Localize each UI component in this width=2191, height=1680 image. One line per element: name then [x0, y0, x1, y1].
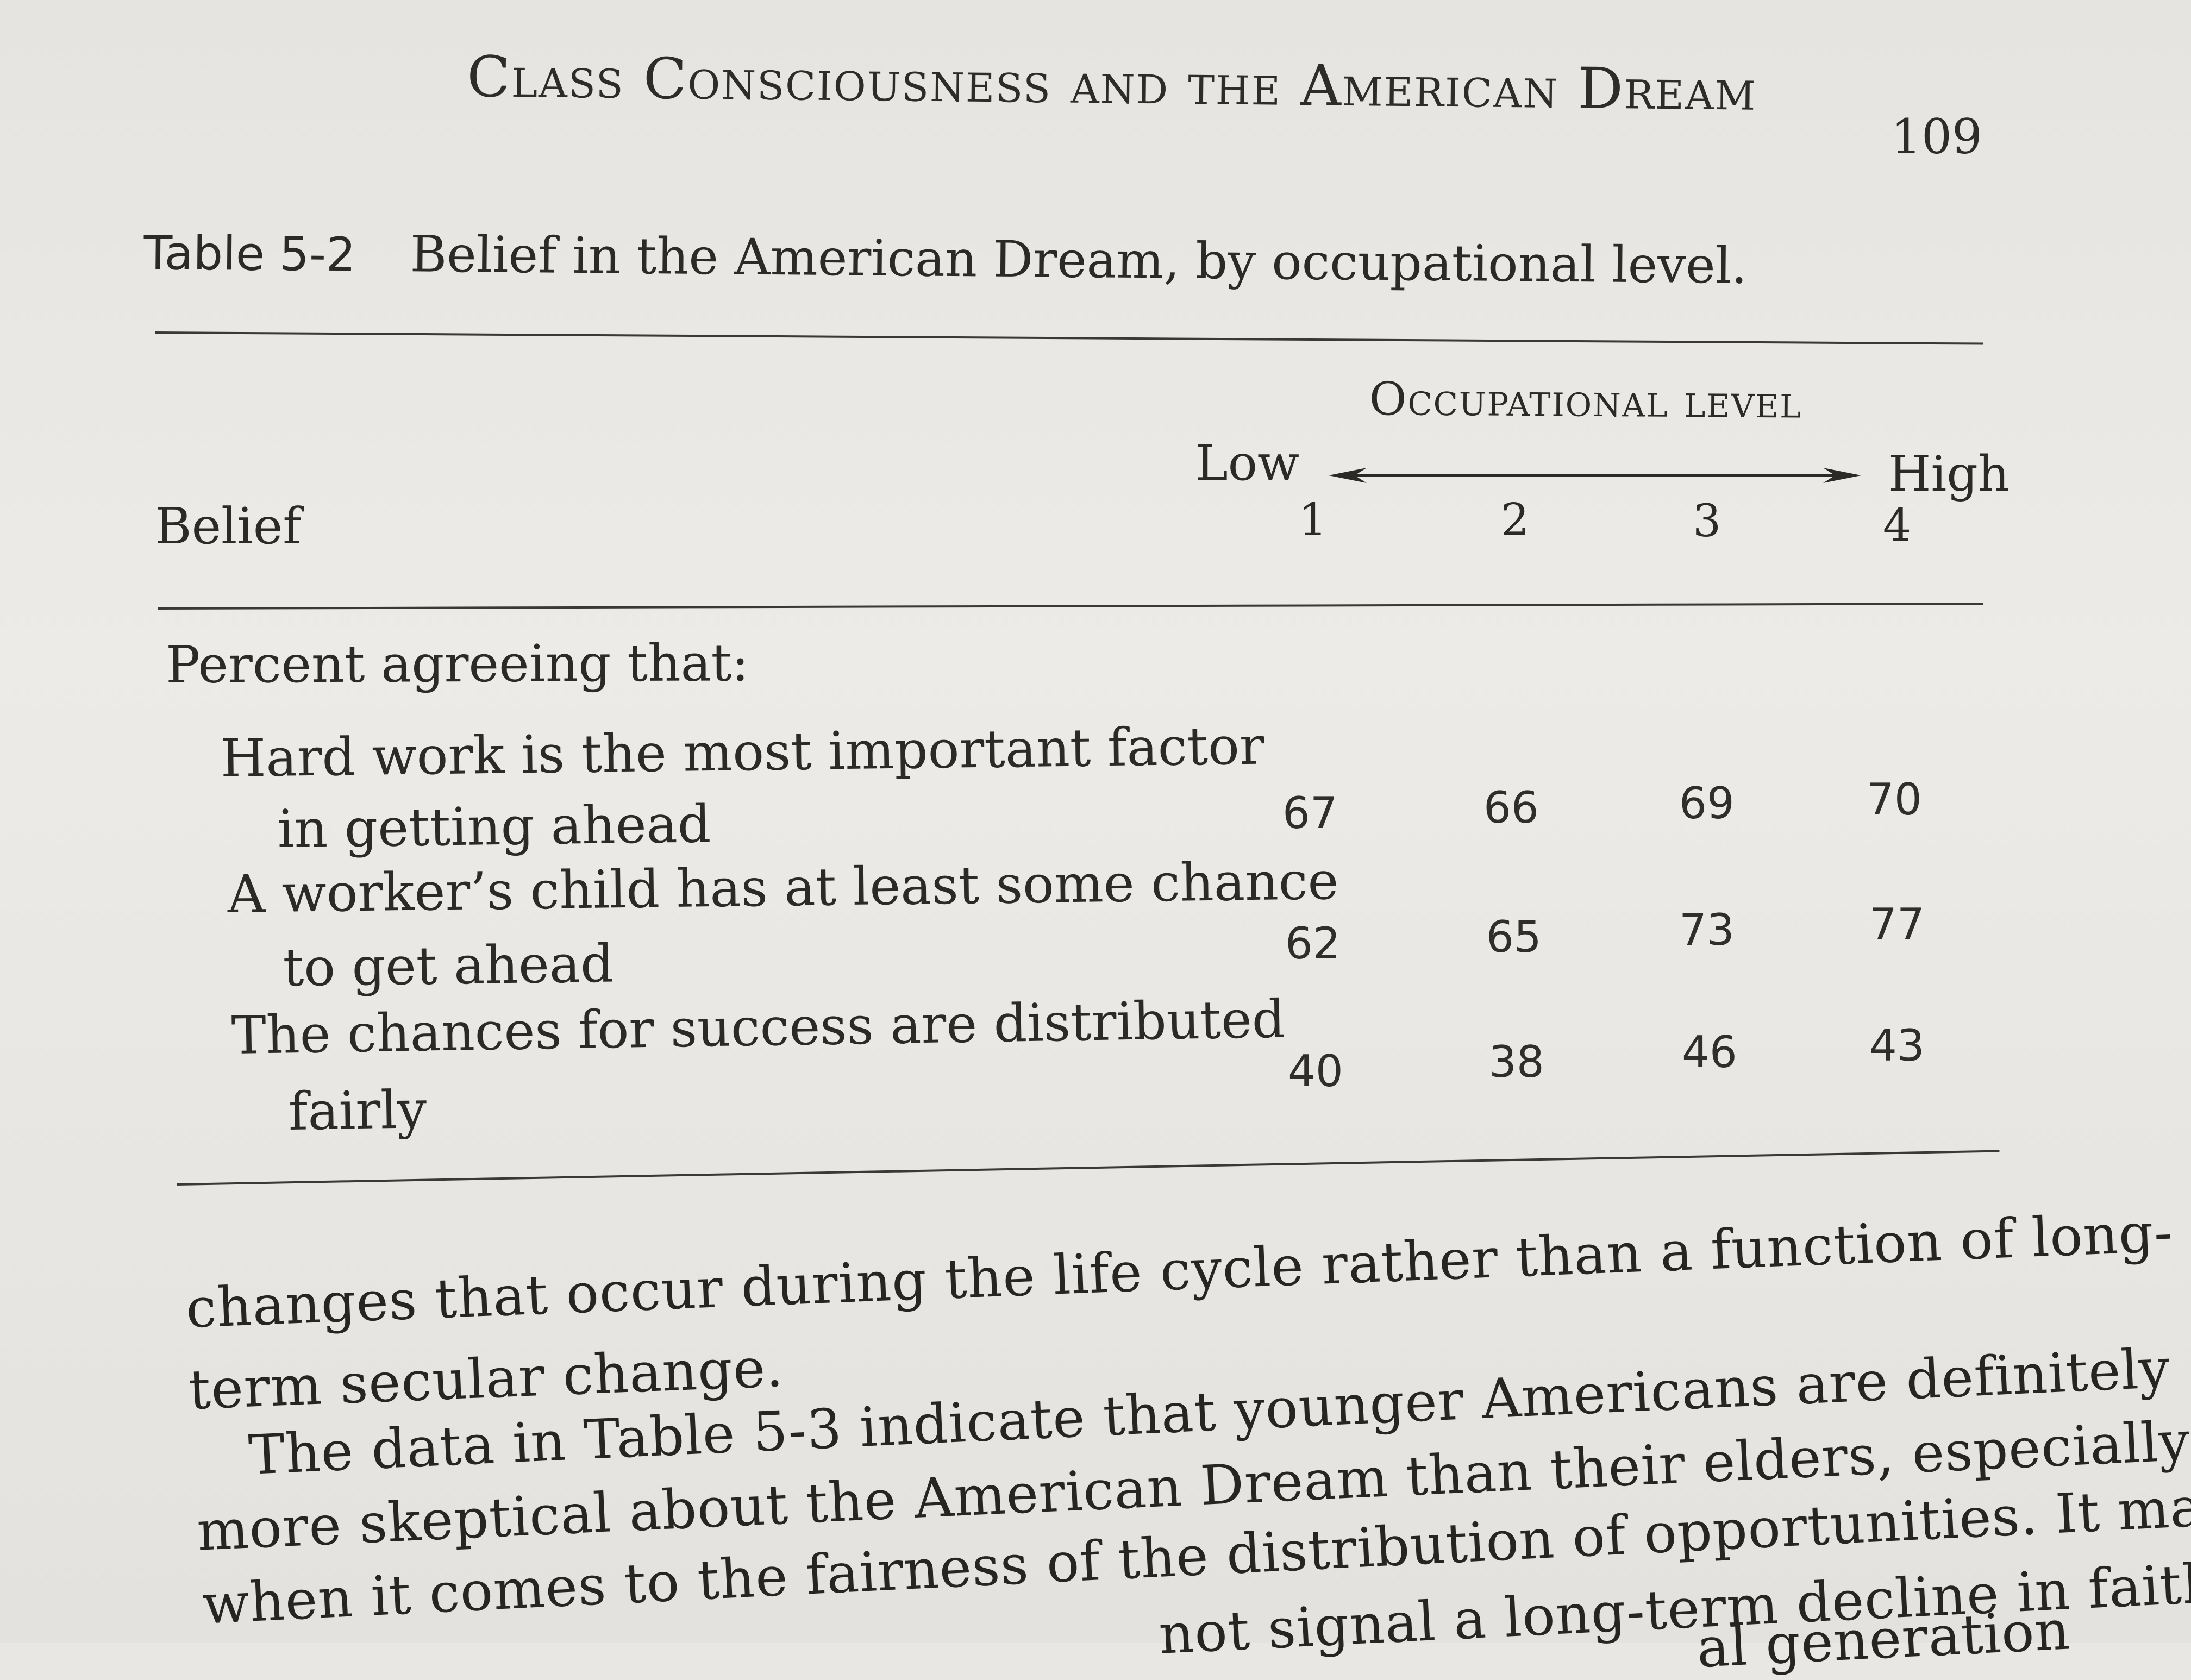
row-2-value-1: 62 [1285, 918, 1341, 969]
row-1-value-3: 69 [1679, 778, 1735, 829]
row-2-label-line2: to get ahead [283, 933, 615, 998]
row-1-value-2: 66 [1483, 782, 1539, 833]
table-caption: Table 5-2 Belief in the American Dream, b… [143, 223, 1748, 295]
row-3-value-2: 38 [1489, 1037, 1544, 1087]
row-2-value-3: 73 [1679, 905, 1735, 955]
body-line-1: changes that occur during the life cycle… [185, 1200, 2174, 1340]
row-2-label-line1: A worker’s child has at least some chanc… [227, 850, 1339, 925]
row-1-label-line2: in getting ahead [277, 793, 711, 860]
table-label: Table 5-2 [143, 225, 356, 283]
table-bottom-rule [176, 1150, 2000, 1186]
stub-header: Belief [155, 497, 302, 555]
row-1-value-1: 67 [1282, 788, 1338, 838]
row-3-value-3: 46 [1682, 1027, 1737, 1077]
table-title: Belief in the American Dream, by occupat… [410, 225, 1748, 295]
column-header-1: 1 [1299, 494, 1328, 546]
row-3-label-line2: fairly [288, 1079, 428, 1142]
row-3-label-line1: The chances for success are distributed [231, 988, 1286, 1066]
high-label: High [1888, 446, 2010, 503]
row-1-label-line1: Hard work is the most important factor [220, 715, 1265, 789]
row-3-value-1: 40 [1288, 1046, 1343, 1096]
row-2-value-2: 65 [1486, 912, 1542, 962]
table-top-rule [154, 331, 1983, 345]
column-spanner: Occupational level [1369, 372, 1802, 429]
row-1-value-4: 70 [1867, 774, 1922, 825]
column-header-2: 2 [1501, 494, 1530, 546]
double-arrow-icon [1329, 468, 1861, 483]
page-number: 109 [1891, 109, 1982, 165]
column-header-4: 4 [1883, 500, 1912, 551]
row-2-value-4: 77 [1869, 899, 1925, 950]
low-label: Low [1195, 435, 1299, 492]
column-header-3: 3 [1693, 496, 1722, 547]
row-3-value-4: 43 [1869, 1020, 1925, 1071]
running-head: Class Consciousness and the American Dre… [466, 43, 1757, 123]
section-label: Percent agreeing that: [166, 634, 749, 695]
table-header-rule [157, 603, 1983, 610]
